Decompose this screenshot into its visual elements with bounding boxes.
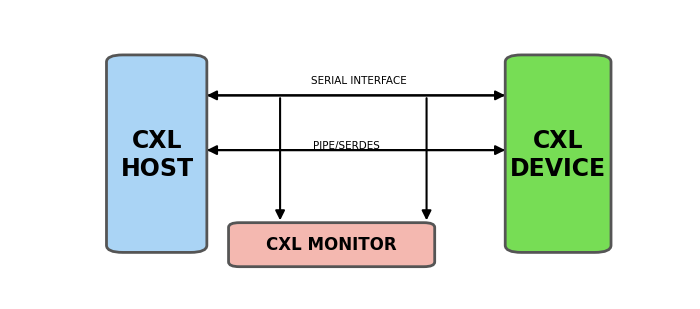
Text: CXL
DEVICE: CXL DEVICE <box>510 129 606 181</box>
Text: SERIAL INTERFACE: SERIAL INTERFACE <box>311 76 407 86</box>
FancyBboxPatch shape <box>106 55 207 252</box>
Text: PIPE/SERDES: PIPE/SERDES <box>313 141 379 150</box>
FancyBboxPatch shape <box>505 55 611 252</box>
Text: CXL MONITOR: CXL MONITOR <box>266 236 397 254</box>
Text: CXL
HOST: CXL HOST <box>120 129 193 181</box>
FancyBboxPatch shape <box>228 223 435 267</box>
